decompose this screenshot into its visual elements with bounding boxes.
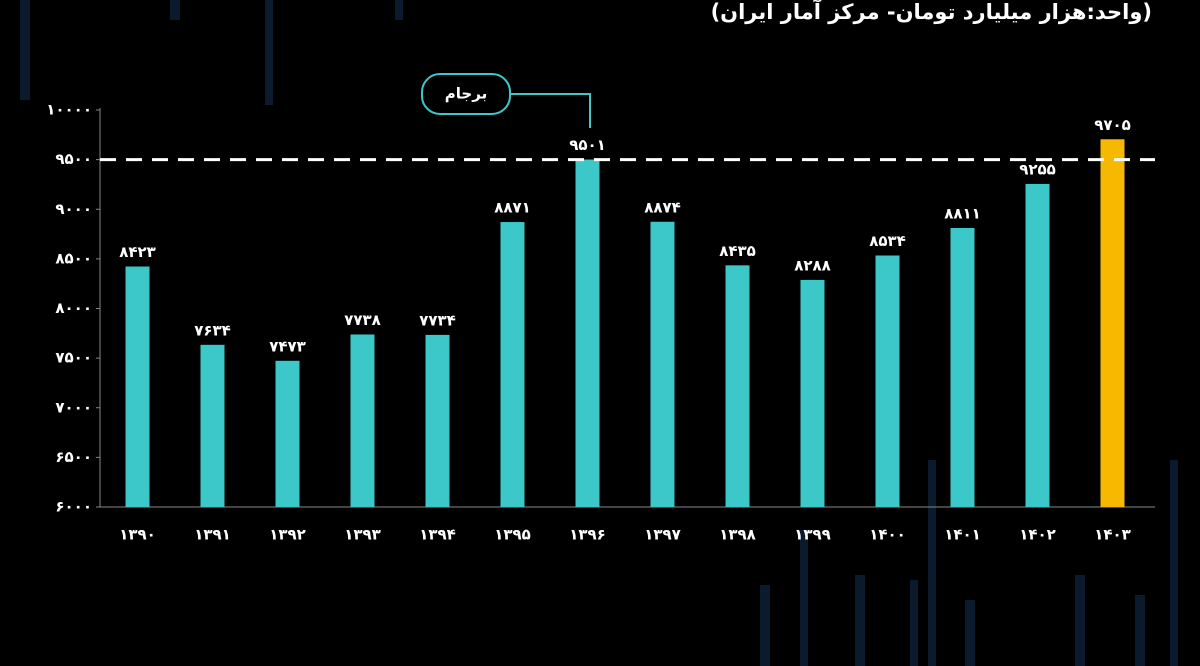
y-tick-label: ۹۵۰۰ [55, 150, 92, 168]
bar [650, 221, 675, 507]
x-tick-label: ۱۳۹۱ [194, 526, 231, 544]
x-tick-label: ۱۳۹۶ [569, 526, 606, 544]
value-label: ۸۴۲۳ [119, 243, 156, 261]
y-tick-label: ۱۰۰۰۰ [46, 101, 92, 119]
value-label: ۷۴۷۳ [269, 337, 306, 355]
x-tick-label: ۱۳۹۴ [419, 526, 456, 544]
x-tick-label: ۱۴۰۱ [944, 526, 981, 544]
value-label: ۸۸۷۴ [644, 198, 681, 216]
value-label: ۷۷۳۸ [344, 311, 381, 329]
bar [1100, 139, 1125, 507]
background-decoration [20, 0, 1178, 666]
value-label: ۸۲۸۸ [794, 256, 831, 274]
bar [500, 222, 525, 507]
x-tick-label: ۱۳۹۵ [494, 526, 531, 544]
x-tick-label: ۱۳۹۳ [344, 526, 381, 544]
bar [350, 334, 375, 507]
y-tick-label: ۸۰۰۰ [55, 299, 92, 317]
x-tick-label: ۱۴۰۳ [1094, 526, 1131, 544]
x-tick-label: ۱۴۰۰ [869, 526, 906, 544]
x-tick-label: ۱۳۹۸ [719, 526, 756, 544]
y-tick-label: ۶۰۰۰ [55, 498, 92, 516]
y-tick-label: ۸۵۰۰ [55, 249, 92, 267]
bar [1025, 183, 1050, 507]
bar [875, 255, 900, 507]
value-label: ۹۷۰۵ [1094, 116, 1131, 134]
annotation-leader [510, 93, 591, 128]
y-tick-label: ۶۵۰۰ [55, 448, 92, 466]
value-label: ۹۵۰۱ [569, 136, 606, 154]
x-tick-label: ۱۳۹۹ [794, 526, 831, 544]
x-tick-label: ۱۳۹۷ [644, 526, 681, 544]
value-label: ۸۵۳۴ [869, 232, 906, 250]
annotation-text: برجام [445, 85, 487, 103]
bar [800, 279, 825, 507]
bar [425, 334, 450, 507]
bar [725, 265, 750, 507]
bar [200, 344, 225, 507]
bar [275, 360, 300, 507]
x-tick-label: ۱۳۹۲ [269, 526, 306, 544]
x-tick-label: ۱۴۰۲ [1019, 526, 1056, 544]
subtitle: (واحد:هزار میلیارد تومان- مرکز آمار ایرا… [710, 0, 1152, 24]
value-label: ۸۸۱۱ [944, 205, 981, 223]
annotation: برجام [421, 73, 591, 128]
value-label: ۸۸۷۱ [494, 199, 531, 217]
bar [950, 228, 975, 508]
y-tick-label: ۷۰۰۰ [55, 398, 92, 416]
bar [125, 266, 150, 507]
y-tick-label: ۷۵۰۰ [55, 349, 92, 367]
value-label: ۸۴۳۵ [719, 242, 756, 260]
y-tick-label: ۹۰۰۰ [55, 200, 92, 218]
x-tick-label: ۱۳۹۰ [119, 526, 156, 544]
value-label: ۷۶۳۴ [194, 321, 231, 339]
value-label: ۹۲۵۵ [1019, 160, 1056, 178]
bar [575, 159, 600, 507]
value-label: ۷۷۳۴ [419, 311, 456, 329]
